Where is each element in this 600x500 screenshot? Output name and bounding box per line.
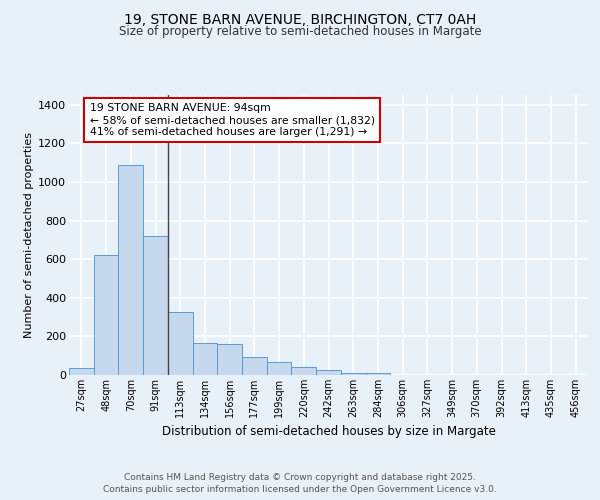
Bar — [365, 373, 390, 375]
Bar — [168, 312, 193, 375]
Bar — [143, 236, 168, 375]
Text: Contains public sector information licensed under the Open Government Licence v3: Contains public sector information licen… — [103, 485, 497, 494]
Text: Size of property relative to semi-detached houses in Margate: Size of property relative to semi-detach… — [119, 25, 481, 38]
Bar — [118, 164, 143, 375]
Bar — [292, 368, 316, 375]
Text: Contains HM Land Registry data © Crown copyright and database right 2025.: Contains HM Land Registry data © Crown c… — [124, 472, 476, 482]
Text: 19 STONE BARN AVENUE: 94sqm
← 58% of semi-detached houses are smaller (1,832)
41: 19 STONE BARN AVENUE: 94sqm ← 58% of sem… — [90, 104, 375, 136]
Bar — [94, 256, 118, 375]
Bar — [341, 373, 365, 375]
Y-axis label: Number of semi-detached properties: Number of semi-detached properties — [24, 132, 34, 338]
Bar — [217, 344, 242, 375]
Bar — [242, 356, 267, 375]
Text: 19, STONE BARN AVENUE, BIRCHINGTON, CT7 0AH: 19, STONE BARN AVENUE, BIRCHINGTON, CT7 … — [124, 12, 476, 26]
Bar — [69, 368, 94, 375]
Bar — [316, 370, 341, 375]
X-axis label: Distribution of semi-detached houses by size in Margate: Distribution of semi-detached houses by … — [161, 426, 496, 438]
Bar — [267, 362, 292, 375]
Bar — [193, 343, 217, 375]
